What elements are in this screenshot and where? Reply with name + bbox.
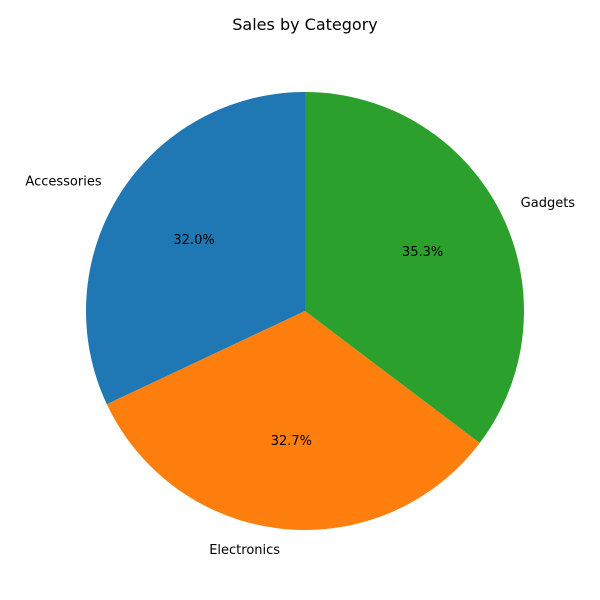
slice-label-gadgets: Gadgets	[521, 196, 576, 211]
slice-percent-gadgets: 35.3%	[402, 245, 443, 260]
pie-labels: Accessories 32.0% Electronics 32.7% Gadgets 3…	[25, 174, 575, 558]
slice-percent-accessories: 32.0%	[173, 233, 214, 248]
slice-label-electronics: Electronics	[209, 543, 280, 558]
pie-slice-gadgets	[305, 92, 524, 444]
pie-slice-electronics	[106, 311, 480, 530]
chart-title: Sales by Category	[232, 15, 377, 34]
slice-label-accessories: Accessories	[25, 174, 101, 189]
pie-slices	[86, 92, 524, 530]
slice-percent-electronics: 32.7%	[271, 434, 312, 449]
pie-slice-accessories	[86, 92, 305, 405]
